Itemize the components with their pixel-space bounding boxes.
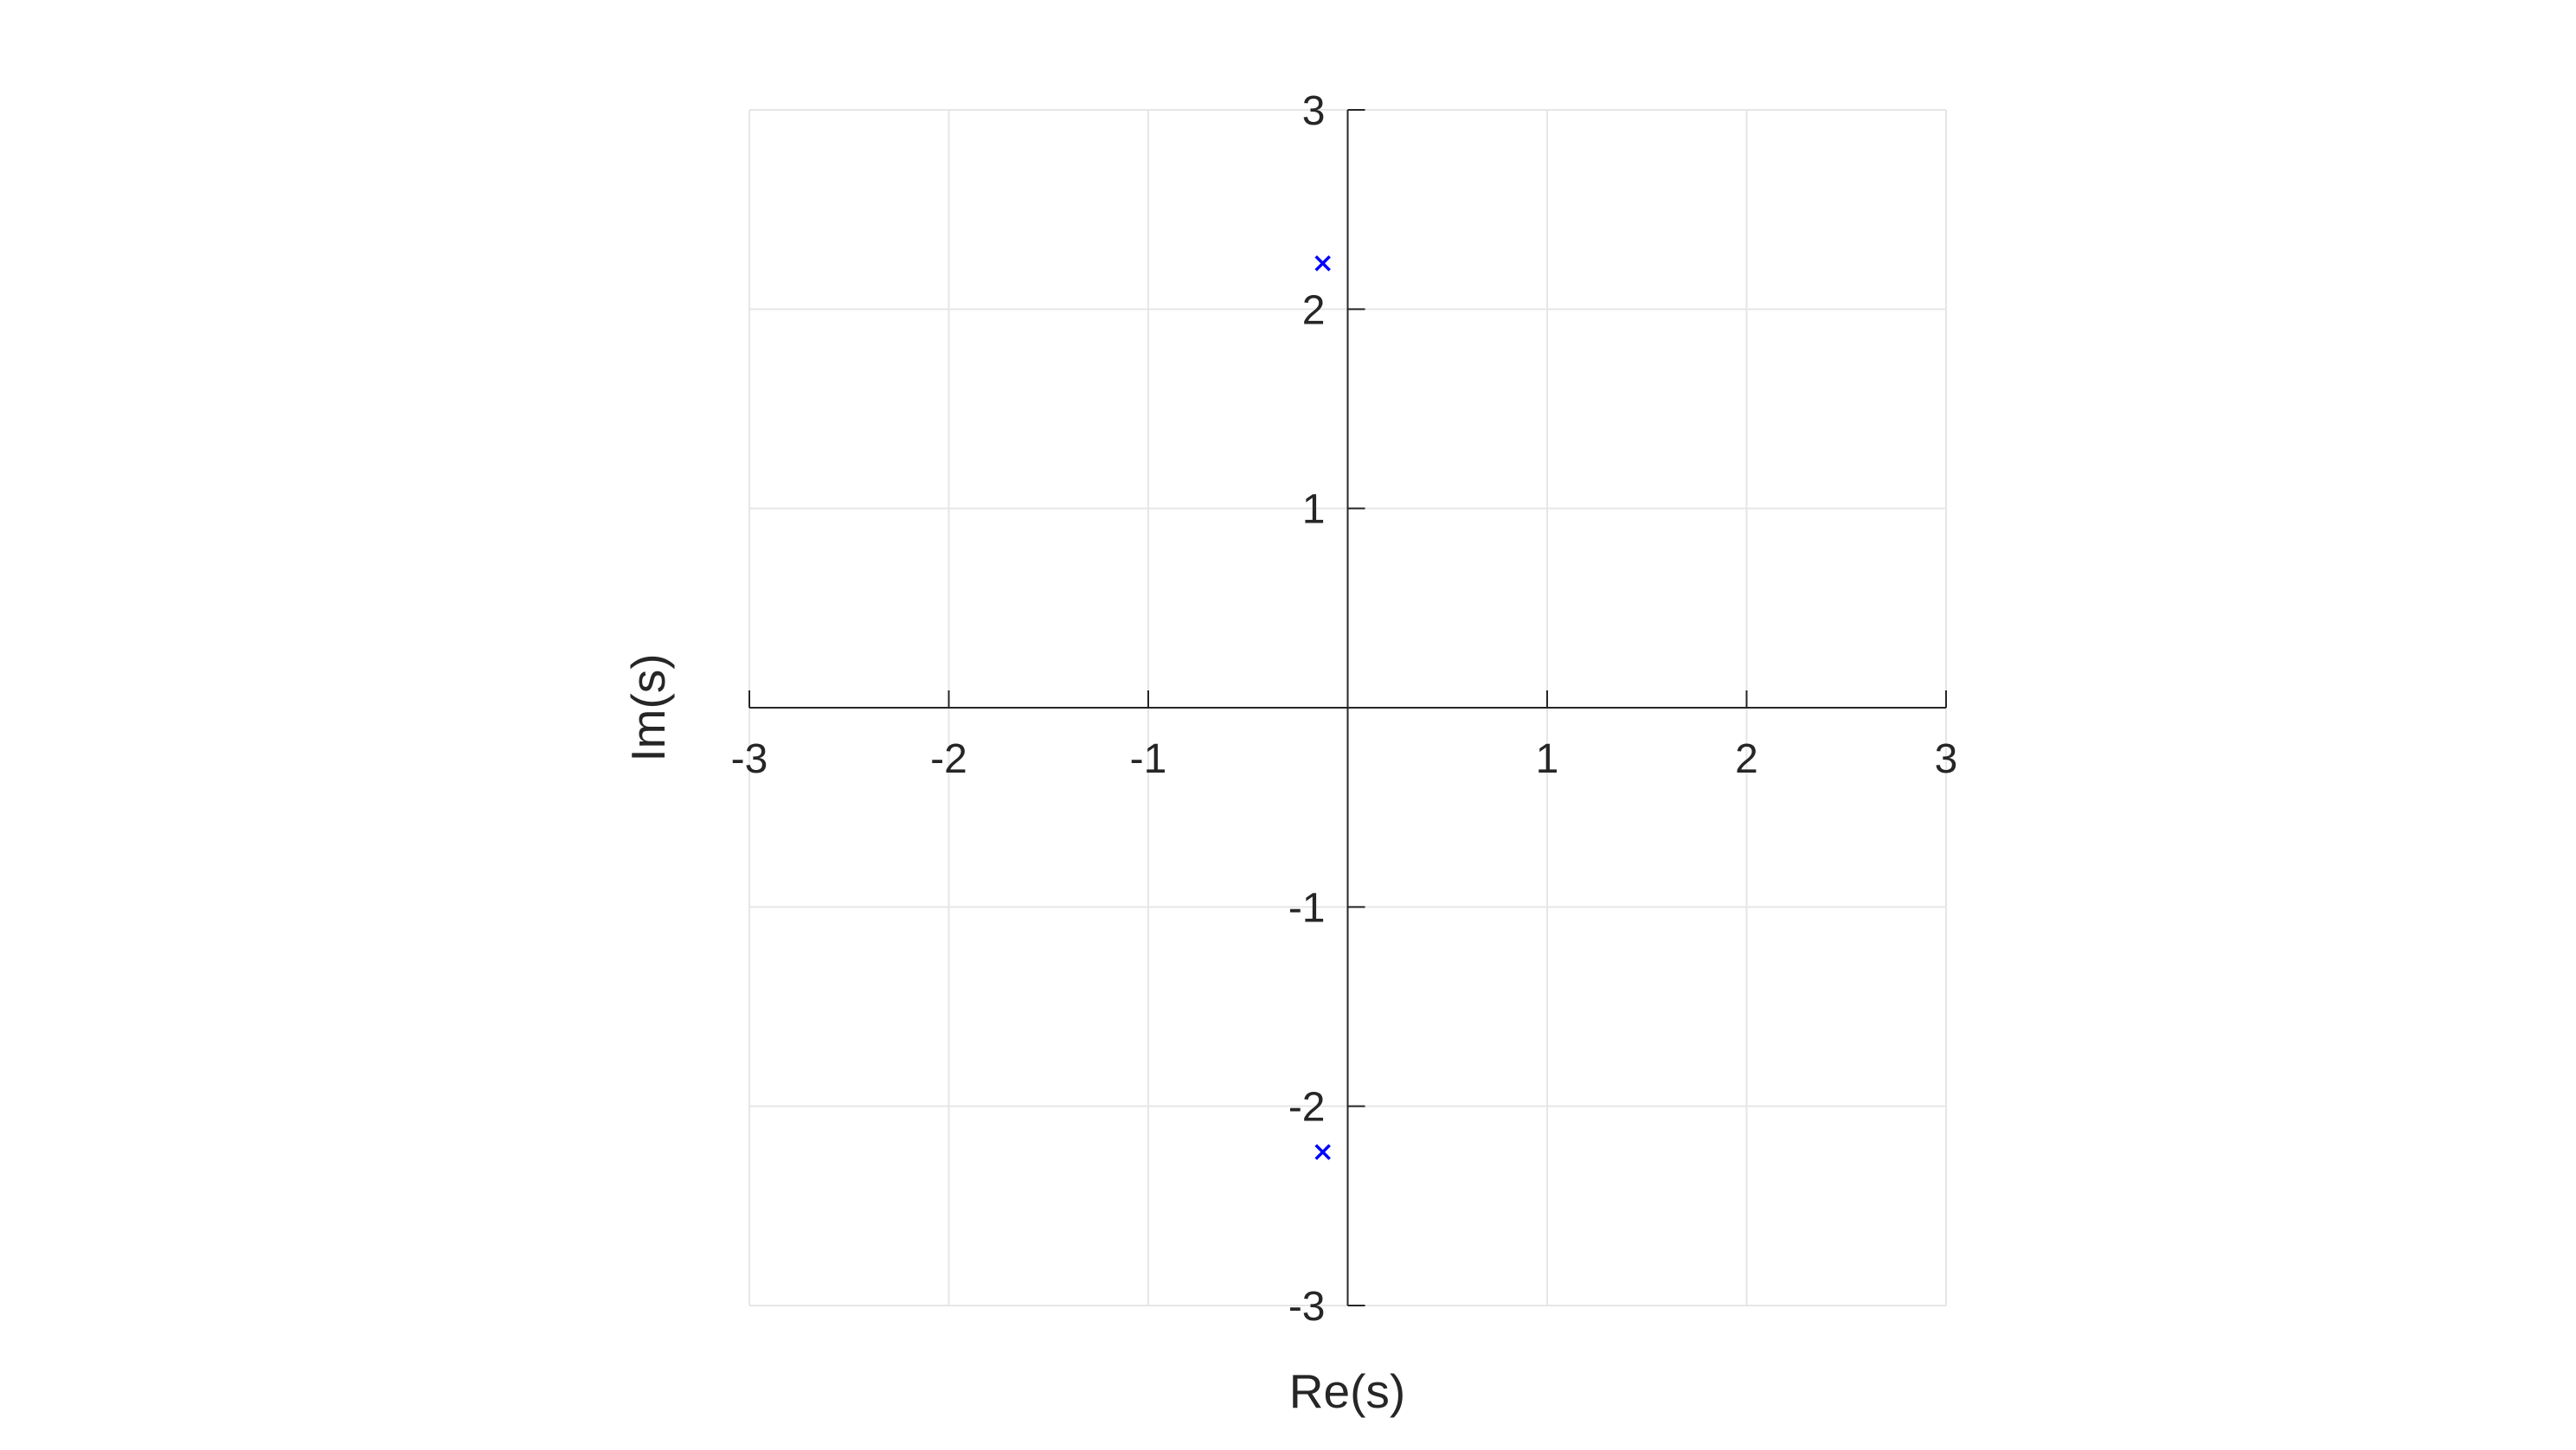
x-axis-label: Re(s) (1289, 1364, 1405, 1418)
x-tick-label: 3 (1935, 736, 1958, 782)
pole-markers (1314, 255, 1331, 1160)
pole-marker (1314, 255, 1331, 272)
y-tick-label: -2 (1288, 1085, 1326, 1131)
y-tick-label: 3 (1302, 88, 1326, 134)
y-axis-label: Im(s) (621, 653, 675, 761)
axes (749, 110, 1946, 1306)
pole-marker (1314, 1144, 1331, 1160)
x-tick-label: -1 (1130, 736, 1167, 782)
y-tick-label: 2 (1302, 287, 1326, 333)
pole-marker-stroke (1314, 1144, 1331, 1160)
y-tick-label: 1 (1302, 487, 1326, 533)
x-tick-label: -2 (930, 736, 967, 782)
x-tick-label: 1 (1536, 736, 1559, 782)
axis-ticks: -3 -2 -1 1 2 3 -3 -2 -1 1 2 3 (731, 88, 1958, 1330)
x-tick-label: -3 (731, 736, 768, 782)
x-tick-label: 2 (1735, 736, 1758, 782)
y-tick-label: -1 (1288, 885, 1326, 931)
y-tick-label: -3 (1288, 1284, 1326, 1330)
pole-marker-stroke (1314, 255, 1331, 272)
